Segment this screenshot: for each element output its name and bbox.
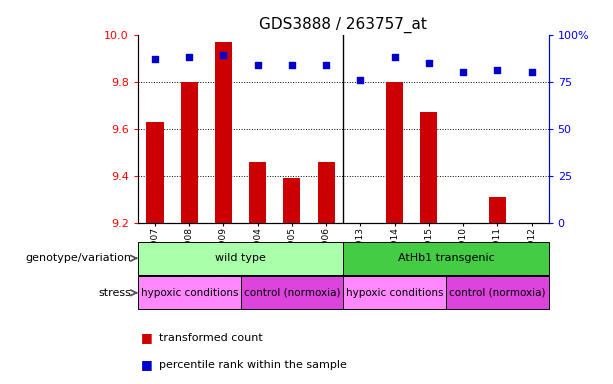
Bar <box>215 41 232 223</box>
Text: stress: stress <box>99 288 132 298</box>
Bar <box>343 242 549 275</box>
Text: AtHb1 transgenic: AtHb1 transgenic <box>398 253 494 263</box>
Bar <box>138 242 343 275</box>
Text: ■: ■ <box>141 331 153 344</box>
Point <box>321 61 331 68</box>
Text: ■: ■ <box>141 358 153 371</box>
Point <box>356 77 365 83</box>
Bar <box>240 276 343 309</box>
Bar <box>421 112 438 223</box>
Text: percentile rank within the sample: percentile rank within the sample <box>159 360 347 370</box>
Point <box>219 52 229 58</box>
Bar <box>386 82 403 223</box>
Bar <box>343 276 446 309</box>
Text: hypoxic conditions: hypoxic conditions <box>140 288 238 298</box>
Bar <box>283 178 300 223</box>
Text: wild type: wild type <box>215 253 266 263</box>
Title: GDS3888 / 263757_at: GDS3888 / 263757_at <box>259 17 427 33</box>
Point <box>150 56 160 62</box>
Point <box>492 67 502 73</box>
Bar <box>249 162 266 223</box>
Text: genotype/variation: genotype/variation <box>26 253 132 263</box>
Point <box>185 54 194 60</box>
Point <box>527 69 536 75</box>
Point <box>390 54 400 60</box>
Bar <box>138 276 240 309</box>
Text: transformed count: transformed count <box>159 333 263 343</box>
Bar <box>147 122 164 223</box>
Bar <box>318 162 335 223</box>
Text: hypoxic conditions: hypoxic conditions <box>346 288 443 298</box>
Point <box>287 61 297 68</box>
Point <box>253 61 262 68</box>
Bar <box>489 197 506 223</box>
Bar <box>181 82 198 223</box>
Bar <box>446 276 549 309</box>
Point <box>424 60 434 66</box>
Text: control (normoxia): control (normoxia) <box>244 288 340 298</box>
Point <box>458 69 468 75</box>
Text: control (normoxia): control (normoxia) <box>449 288 546 298</box>
